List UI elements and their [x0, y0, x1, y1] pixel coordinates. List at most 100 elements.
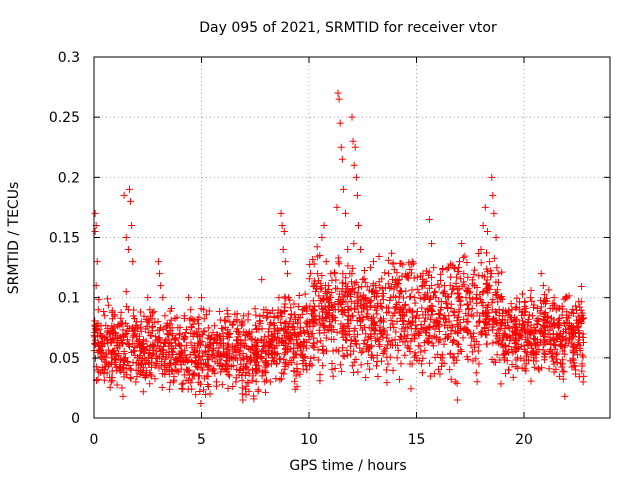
data-point: [466, 298, 474, 306]
data-point: [368, 287, 376, 295]
data-point: [485, 320, 493, 328]
data-point: [490, 209, 498, 217]
data-point: [233, 310, 241, 318]
data-point: [339, 344, 347, 352]
data-point: [366, 365, 374, 373]
data-point: [530, 303, 538, 311]
data-point: [385, 270, 393, 278]
data-point: [492, 291, 500, 299]
data-point: [265, 325, 273, 333]
data-point: [357, 361, 365, 369]
data-point: [152, 360, 160, 368]
data-point: [386, 297, 394, 305]
data-point: [295, 303, 303, 311]
data-point: [200, 315, 208, 323]
data-point: [114, 352, 122, 360]
data-point: [524, 323, 532, 331]
data-point: [260, 306, 268, 314]
data-point: [464, 318, 472, 326]
data-point: [272, 375, 280, 383]
data-point: [348, 312, 356, 320]
data-point: [133, 342, 141, 350]
data-point: [208, 354, 216, 362]
data-point: [357, 349, 365, 357]
data-point: [348, 278, 356, 286]
data-point: [375, 252, 383, 260]
data-point: [430, 289, 438, 297]
data-point: [296, 370, 304, 378]
data-point: [251, 305, 259, 313]
data-point: [419, 354, 427, 362]
data-point: [108, 325, 116, 333]
data-point: [318, 345, 326, 353]
data-point: [518, 311, 526, 319]
data-point: [475, 249, 483, 257]
data-point: [392, 328, 400, 336]
data-point: [335, 95, 343, 103]
data-point: [262, 388, 270, 396]
data-point: [565, 312, 573, 320]
data-point: [209, 347, 217, 355]
data-point: [504, 323, 512, 331]
data-point: [120, 347, 128, 355]
data-point: [504, 308, 512, 316]
data-point: [496, 356, 504, 364]
data-point: [427, 372, 435, 380]
data-point: [454, 313, 462, 321]
data-point: [123, 303, 131, 311]
data-point: [180, 335, 188, 343]
data-point: [354, 297, 362, 305]
data-point: [367, 315, 375, 323]
data-point: [344, 305, 352, 313]
data-point: [425, 215, 433, 223]
data-point: [229, 347, 237, 355]
data-point: [135, 337, 143, 345]
data-point: [326, 318, 334, 326]
data-point: [413, 285, 421, 293]
data-point: [396, 260, 404, 268]
data-point: [281, 307, 289, 315]
data-point: [545, 365, 553, 373]
data-point: [204, 324, 212, 332]
data-point: [513, 294, 521, 302]
data-point: [196, 380, 204, 388]
data-point: [224, 384, 232, 392]
data-point: [436, 314, 444, 322]
data-point: [434, 318, 442, 326]
data-point: [196, 388, 204, 396]
data-point: [318, 284, 326, 292]
data-point: [343, 346, 351, 354]
data-point: [106, 383, 114, 391]
data-point: [509, 373, 517, 381]
data-point: [178, 385, 186, 393]
data-point: [307, 330, 315, 338]
data-point: [155, 335, 163, 343]
data-point: [549, 320, 557, 328]
x-tick-label: 10: [300, 432, 318, 448]
data-point: [206, 340, 214, 348]
data-point: [363, 306, 371, 314]
data-point: [474, 347, 482, 355]
data-point: [356, 344, 364, 352]
data-point: [383, 353, 391, 361]
data-point: [562, 329, 570, 337]
data-point: [563, 294, 571, 302]
data-point: [291, 385, 299, 393]
data-point: [576, 342, 584, 350]
data-point: [577, 306, 585, 314]
data-point: [132, 366, 140, 374]
data-point: [321, 302, 329, 310]
data-point: [163, 330, 171, 338]
data-point: [279, 246, 287, 254]
data-point: [463, 258, 471, 266]
data-point: [258, 372, 266, 380]
data-point: [498, 268, 506, 276]
data-point: [473, 309, 481, 317]
data-point: [236, 351, 244, 359]
data-point: [363, 341, 371, 349]
data-point: [416, 328, 424, 336]
data-point: [187, 379, 195, 387]
data-point: [484, 283, 492, 291]
data-point: [489, 191, 497, 199]
data-point: [277, 318, 285, 326]
